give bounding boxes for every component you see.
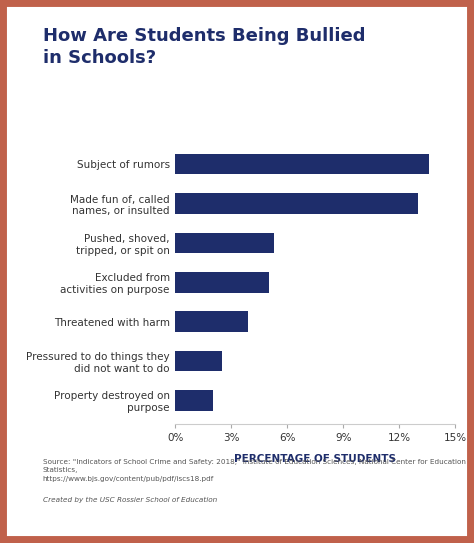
Bar [175,193,418,214]
Text: How Are Students Being Bullied
in Schools?: How Are Students Being Bullied in School… [43,27,365,67]
X-axis label: PERCENTAGE OF STUDENTS: PERCENTAGE OF STUDENTS [234,454,396,464]
Bar [175,272,269,293]
Text: Created by the USC Rossier School of Education: Created by the USC Rossier School of Edu… [43,497,217,503]
Bar [175,233,274,253]
Text: Source: "Indicators of School Crime and Safety: 2018," Institute of Education Sc: Source: "Indicators of School Crime and … [43,459,465,482]
Bar [175,390,213,411]
Bar [175,351,222,371]
Bar [175,154,429,174]
Bar [175,312,248,332]
